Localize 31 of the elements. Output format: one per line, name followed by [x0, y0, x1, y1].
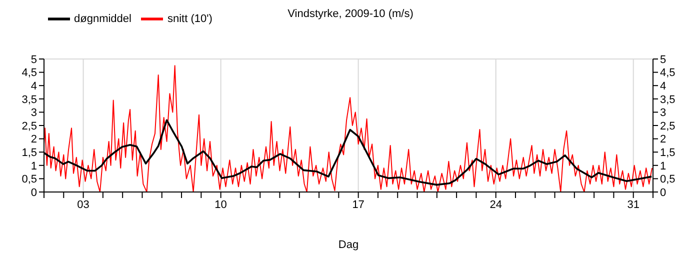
y2-tick-label: 4 — [660, 80, 666, 93]
x-tick-label: 31 — [627, 198, 640, 211]
y2-tick-label: 1,5 — [660, 147, 676, 160]
y-tick-label: 1,5 — [22, 147, 37, 160]
y-tick-label: 2 — [30, 134, 37, 146]
x-tick-label: 10 — [214, 198, 227, 211]
y2-tick-label: 5 — [660, 54, 666, 66]
x-tick-label: 17 — [352, 198, 364, 211]
legend-label: snitt (10') — [167, 12, 212, 25]
chart-title: Vindstyrke, 2009-10 (m/s) — [288, 8, 414, 20]
y-tick-label: 0 — [30, 186, 37, 199]
y-tick-label: 5 — [30, 54, 37, 66]
y2-tick-label: 4,5 — [660, 67, 676, 80]
y2-tick-label: 2 — [660, 134, 666, 146]
y-tick-label: 4 — [30, 80, 37, 93]
x-axis-title: Dag — [338, 239, 359, 251]
y2-tick-label: 0,5 — [660, 174, 676, 186]
y-tick-label: 3,5 — [22, 94, 37, 106]
y2-tick-label: 0 — [660, 186, 666, 199]
y2-tick-label: 3,5 — [660, 94, 676, 106]
y-tick-label: 2,5 — [22, 120, 37, 132]
y-tick-label: 4,5 — [22, 67, 37, 80]
y2-tick-label: 1 — [660, 160, 666, 172]
y2-tick-label: 2,5 — [660, 120, 676, 132]
y2-tick-label: 3 — [660, 107, 666, 120]
x-tick-label: 24 — [490, 198, 502, 211]
legend-label: døgnmiddel — [74, 12, 132, 25]
y-tick-label: 1 — [30, 160, 37, 172]
x-tick-label: 03 — [77, 198, 90, 211]
y-tick-label: 3 — [30, 107, 37, 120]
y-tick-label: 0,5 — [22, 174, 37, 186]
